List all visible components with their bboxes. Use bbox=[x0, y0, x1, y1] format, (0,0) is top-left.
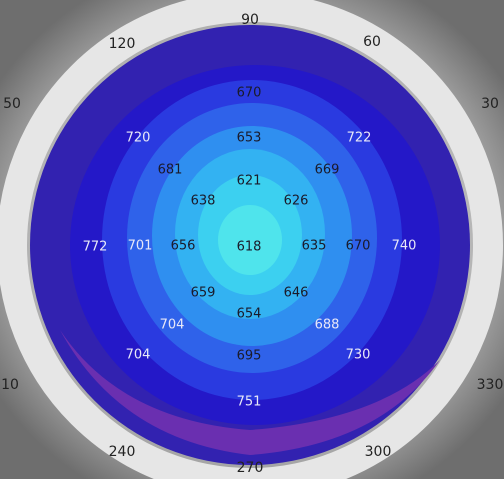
thickness-reading: 772 bbox=[83, 240, 108, 255]
angle-label: 30 bbox=[481, 96, 499, 112]
thickness-reading: 670 bbox=[346, 239, 371, 254]
thickness-reading: 653 bbox=[237, 131, 262, 146]
thickness-reading: 704 bbox=[160, 318, 185, 333]
thickness-reading: 740 bbox=[392, 239, 417, 254]
angle-label: 50 bbox=[3, 96, 21, 112]
thickness-reading: 654 bbox=[237, 307, 262, 322]
thickness-reading: 722 bbox=[347, 131, 372, 146]
thickness-reading: 659 bbox=[191, 286, 216, 301]
thickness-reading: 656 bbox=[171, 239, 196, 254]
thickness-reading: 751 bbox=[237, 395, 262, 410]
thickness-reading: 681 bbox=[158, 163, 183, 178]
thickness-reading: 635 bbox=[302, 239, 327, 254]
thickness-reading: 670 bbox=[237, 86, 262, 101]
thickness-reading: 626 bbox=[284, 194, 309, 209]
thickness-reading: 621 bbox=[237, 174, 262, 189]
angle-label: 120 bbox=[109, 36, 136, 52]
angle-label: 300 bbox=[365, 444, 392, 460]
contour bbox=[218, 205, 282, 275]
contour bbox=[60, 330, 440, 455]
angle-label: 240 bbox=[109, 444, 136, 460]
thickness-reading: 618 bbox=[237, 240, 262, 255]
thickness-reading: 730 bbox=[346, 348, 371, 363]
thickness-reading: 646 bbox=[284, 286, 309, 301]
thickness-reading: 695 bbox=[237, 349, 262, 364]
angle-label: 90 bbox=[241, 12, 259, 28]
thickness-reading: 669 bbox=[315, 163, 340, 178]
angle-label: 10 bbox=[1, 377, 19, 393]
angle-label: 330 bbox=[477, 377, 504, 393]
thickness-contours bbox=[30, 25, 470, 465]
thickness-reading: 688 bbox=[315, 318, 340, 333]
thickness-reading: 701 bbox=[128, 239, 153, 254]
angle-label: 270 bbox=[237, 460, 264, 476]
thickness-reading: 720 bbox=[126, 131, 151, 146]
thickness-reading: 638 bbox=[191, 194, 216, 209]
thickness-reading: 704 bbox=[126, 348, 151, 363]
angle-label: 60 bbox=[363, 34, 381, 50]
